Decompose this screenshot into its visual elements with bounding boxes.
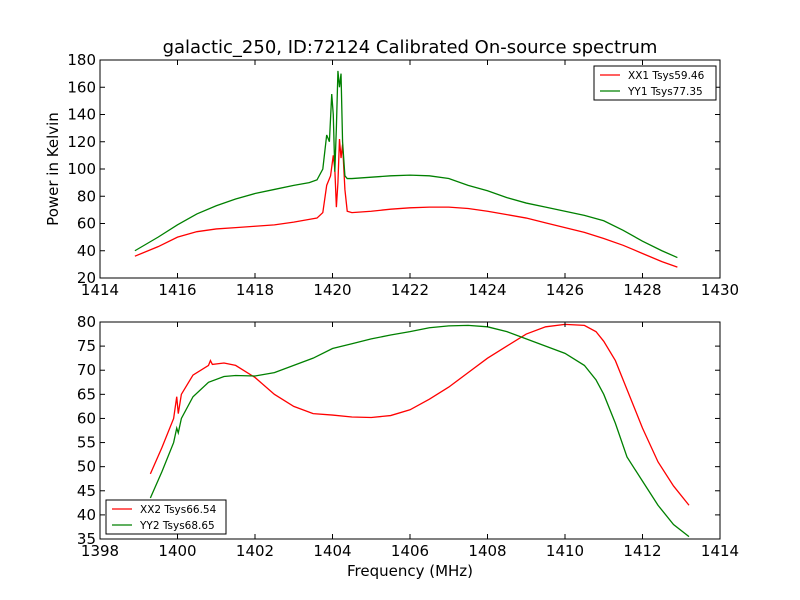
chart-panel-1: 1414 1416 1418 1420 1422 1424 1426 1428 1430 20 40… [44, 51, 739, 299]
x-tick-label: 1406 [391, 542, 429, 560]
y-tick-label: 65 [77, 385, 96, 403]
chart-panel-2: 1398 1400 1402 1404 1406 1408 1410 1412 1414 35 40… [77, 313, 739, 580]
legend-label-1: XX2 Tsys66.54 [140, 504, 217, 516]
y-tick-label: 35 [77, 530, 96, 548]
x-tick-label: 1416 [158, 281, 196, 299]
x-tick-label: 1400 [158, 542, 196, 560]
series-line-2 [149, 324, 690, 538]
x-tick-label: 1408 [468, 542, 506, 560]
legend-label-1: XX1 Tsys59.46 [628, 70, 705, 82]
x-tick-label: 1424 [468, 281, 506, 299]
chart-title: galactic_250, ID:72124 Calibrated On-sou… [163, 37, 658, 58]
y-tick-label: 60 [77, 215, 96, 233]
legend-label-2: YY2 Tsys68.65 [139, 520, 215, 532]
y-tick-label: 40 [77, 506, 96, 524]
x-tick-label: 1410 [546, 542, 584, 560]
legend-box [593, 65, 717, 101]
y-tick-label: 140 [67, 106, 96, 124]
x-tick-label: 1414 [701, 542, 739, 560]
series-line-1 [149, 323, 690, 506]
x-tick-label: 1402 [236, 542, 274, 560]
x-tick-label: 1428 [623, 281, 661, 299]
legend: XX2 Tsys66.54 YY2 Tsys68.65 [105, 499, 227, 535]
x-tick-label: 1420 [313, 281, 351, 299]
x-tick-label: 1430 [701, 281, 739, 299]
y-tick-label: 70 [77, 361, 96, 379]
y-tick-label: 45 [77, 482, 96, 500]
x-tick-label: 1418 [236, 281, 274, 299]
x-tick-label: 1412 [623, 542, 661, 560]
chart-panels: 1414 1416 1418 1420 1422 1424 1426 1428 1430 20 40… [44, 51, 739, 580]
x-tick-label: 1404 [313, 542, 351, 560]
y-tick-label: 80 [77, 313, 96, 331]
x-tick-label: 1414 [81, 281, 119, 299]
legend-label-2: YY1 Tsys77.35 [627, 86, 703, 98]
series-line-2 [134, 70, 678, 259]
y-tick-label: 80 [77, 187, 96, 205]
legend-box [105, 499, 227, 535]
x-tick-label: 1398 [81, 542, 119, 560]
x-tick-label: 1426 [546, 281, 584, 299]
y-tick-label: 50 [77, 458, 96, 476]
y-tick-label: 100 [67, 160, 96, 178]
y-tick-label: 160 [67, 78, 96, 96]
y-tick-label: 55 [77, 434, 96, 452]
x-tick-label: 1422 [391, 281, 429, 299]
y-tick-label: 40 [77, 242, 96, 260]
y-tick-label: 20 [77, 269, 96, 287]
legend: XX1 Tsys59.46 YY1 Tsys77.35 [593, 65, 717, 101]
x-axis-label: Frequency (MHz) [347, 562, 473, 580]
y-axis-label: Power in Kelvin [44, 112, 62, 226]
y-tick-label: 60 [77, 409, 96, 427]
y-tick-label: 180 [67, 51, 96, 69]
y-tick-label: 75 [77, 337, 96, 355]
y-tick-label: 120 [67, 133, 96, 151]
